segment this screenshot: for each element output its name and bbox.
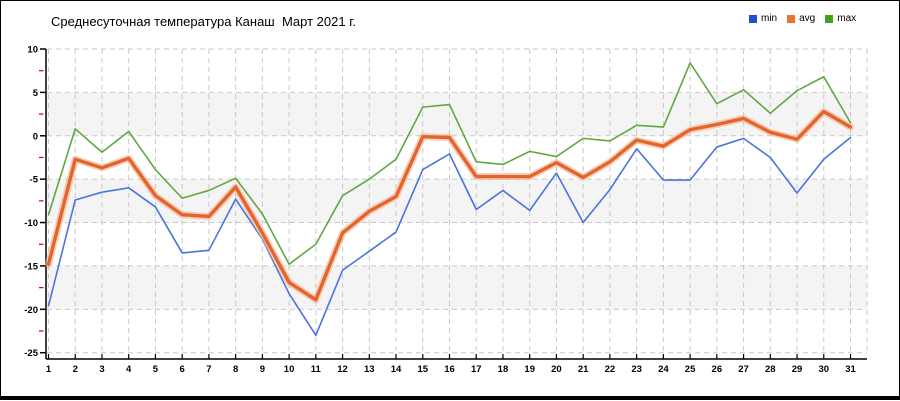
x-tick-label: 5 xyxy=(153,364,159,375)
y-tick-label: -20 xyxy=(24,305,38,316)
x-tick-label: 7 xyxy=(206,364,211,375)
y-tick-label: 5 xyxy=(33,88,39,99)
y-tick-label: -25 xyxy=(24,348,38,359)
legend-label-min: min xyxy=(761,13,778,24)
x-tick-label: 22 xyxy=(605,364,616,375)
x-tick-label: 3 xyxy=(99,364,104,375)
chart-legend: min avg max xyxy=(749,13,856,24)
avg-series-swatch-icon xyxy=(787,14,796,23)
y-tick-label: 10 xyxy=(27,45,38,56)
x-tick-label: 12 xyxy=(337,364,348,375)
x-tick-label: 19 xyxy=(524,364,535,375)
max-series-swatch-icon xyxy=(825,14,834,23)
plot-band xyxy=(46,92,867,136)
y-tick-label: -5 xyxy=(30,175,39,186)
legend-item-max: max xyxy=(825,13,856,24)
legend-label-max: max xyxy=(837,13,857,24)
x-tick-label: 15 xyxy=(417,364,428,375)
x-tick-label: 4 xyxy=(126,364,132,375)
x-tick-label: 25 xyxy=(685,364,696,375)
legend-label-avg: avg xyxy=(799,13,816,24)
plot-band xyxy=(46,265,867,310)
x-tick-label: 18 xyxy=(498,364,509,375)
y-tick-label: -15 xyxy=(24,261,38,272)
x-tick-label: 17 xyxy=(471,364,482,375)
x-tick-label: 21 xyxy=(578,364,589,375)
x-tick-label: 6 xyxy=(180,364,185,375)
x-tick-label: 29 xyxy=(792,364,803,375)
x-tick-label: 9 xyxy=(260,364,265,375)
legend-item-avg: avg xyxy=(787,13,815,24)
x-tick-label: 14 xyxy=(391,364,402,375)
x-tick-label: 28 xyxy=(765,364,776,375)
x-tick-label: 30 xyxy=(818,364,829,375)
x-tick-label: 10 xyxy=(284,364,295,375)
x-tick-label: 11 xyxy=(311,364,322,375)
x-tick-label: 26 xyxy=(712,364,723,375)
x-tick-label: 2 xyxy=(73,364,78,375)
chart-title: Среднесуточная температура Канаш Март 20… xyxy=(51,14,356,29)
x-tick-label: 24 xyxy=(658,364,669,375)
x-tick-label: 13 xyxy=(364,364,375,375)
x-tick-label: 23 xyxy=(631,364,642,375)
y-tick-label: -10 xyxy=(24,218,38,229)
x-tick-label: 1 xyxy=(46,364,52,375)
x-tick-label: 16 xyxy=(444,364,455,375)
min-series-swatch-icon xyxy=(749,14,757,23)
max-series-line xyxy=(47,62,852,265)
avg-series-line xyxy=(46,109,853,302)
legend-item-min: min xyxy=(749,13,777,24)
x-tick-label: 8 xyxy=(233,364,238,375)
x-tick-label: 27 xyxy=(738,364,749,375)
x-tick-label: 31 xyxy=(845,364,856,375)
y-tick-label: 0 xyxy=(33,131,38,142)
min-series-line xyxy=(47,136,852,337)
x-tick-label: 20 xyxy=(551,364,562,375)
